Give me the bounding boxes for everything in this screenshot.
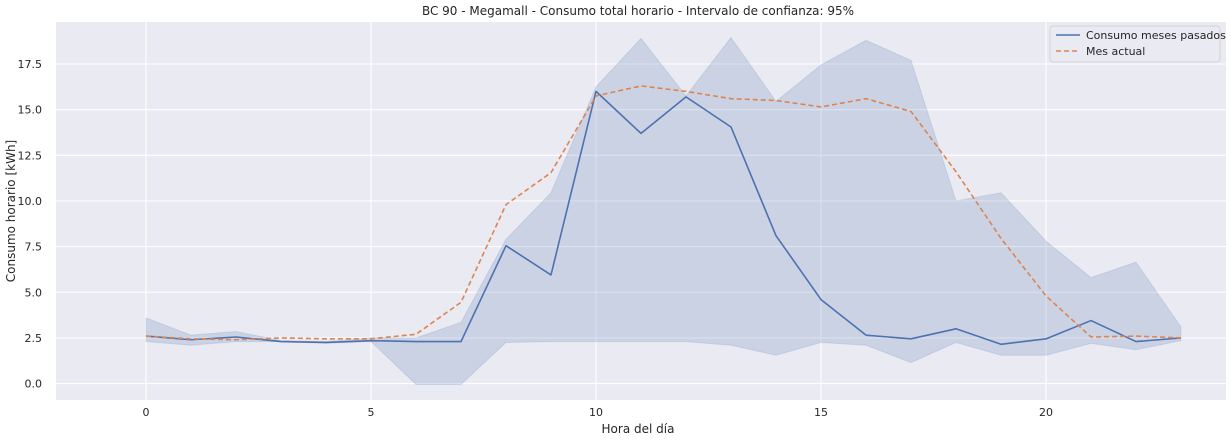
legend: Consumo meses pasados Mes actual [1049, 25, 1226, 63]
y-tick-label: 17.5 [18, 58, 43, 71]
x-tick-label: 0 [143, 406, 150, 419]
legend-label-consumo-meses-pasados: Consumo meses pasados [1086, 29, 1226, 42]
y-axis-title: Consumo horario [kWh] [4, 140, 18, 282]
y-tick-label: 2.5 [25, 332, 43, 345]
y-tick-label: 10.0 [18, 195, 43, 208]
x-axis-ticks: 0 5 10 15 20 [143, 406, 1054, 419]
y-tick-label: 5.0 [25, 286, 43, 299]
x-axis-title: Hora del día [602, 422, 675, 436]
series-line-0 [145, 90, 1182, 346]
confidence-band [145, 36, 1182, 385]
series-lines [145, 85, 1182, 346]
x-tick-label: 15 [814, 406, 828, 419]
legend-label-mes-actual: Mes actual [1086, 45, 1145, 58]
chart-title: BC 90 - Megamall - Consumo total horario… [422, 4, 854, 18]
x-tick-label: 20 [1039, 406, 1053, 419]
series-line-1 [145, 85, 1182, 341]
y-tick-label: 12.5 [18, 149, 43, 162]
y-tick-label: 15.0 [18, 104, 43, 117]
plot-area [56, 22, 1226, 400]
confidence-interval-area [145, 36, 1182, 385]
y-tick-label: 7.5 [25, 241, 43, 254]
y-axis-ticks: 0.0 2.5 5.0 7.5 10.0 12.5 15.0 17.5 [18, 58, 43, 391]
y-tick-label: 0.0 [25, 378, 43, 391]
x-tick-label: 10 [589, 406, 603, 419]
legend-box [1049, 25, 1221, 63]
x-tick-label: 5 [368, 406, 375, 419]
grid-lines [56, 22, 1226, 400]
